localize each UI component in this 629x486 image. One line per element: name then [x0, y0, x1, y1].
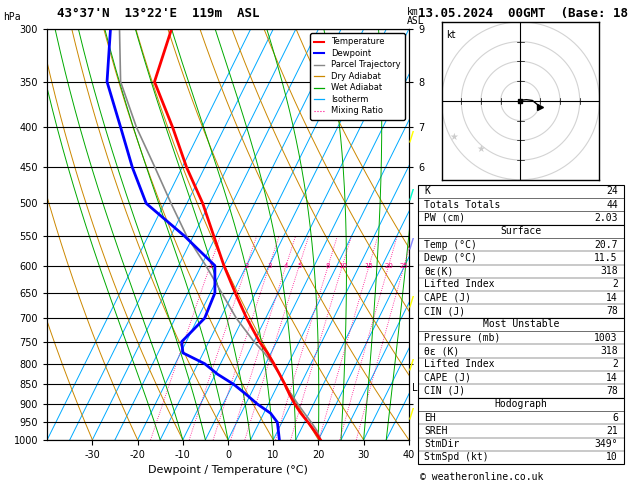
Text: 10: 10 [338, 262, 347, 269]
Text: 14: 14 [606, 293, 618, 303]
Text: 24: 24 [606, 186, 618, 196]
Text: 2: 2 [245, 262, 249, 269]
Text: θε (K): θε (K) [425, 346, 460, 356]
Text: /: / [409, 129, 415, 143]
Text: 6: 6 [612, 413, 618, 422]
Text: 44: 44 [606, 200, 618, 209]
Text: /: / [409, 358, 415, 371]
FancyBboxPatch shape [418, 185, 624, 225]
Y-axis label: Mixing Ratio (g/kg): Mixing Ratio (g/kg) [427, 189, 437, 280]
Text: 20: 20 [384, 262, 393, 269]
Text: CAPE (J): CAPE (J) [425, 373, 472, 382]
Text: SREH: SREH [425, 426, 448, 436]
Text: ASL: ASL [407, 16, 425, 26]
Text: 8: 8 [326, 262, 330, 269]
Text: Temp (°C): Temp (°C) [425, 240, 477, 250]
Text: StmSpd (kt): StmSpd (kt) [425, 452, 489, 463]
Text: 10: 10 [606, 452, 618, 463]
Text: © weatheronline.co.uk: © weatheronline.co.uk [420, 472, 543, 482]
Text: 2.03: 2.03 [594, 213, 618, 223]
Text: /: / [409, 188, 415, 201]
Text: ★: ★ [449, 132, 458, 142]
Text: 318: 318 [600, 346, 618, 356]
Text: CIN (J): CIN (J) [425, 386, 465, 396]
Text: hPa: hPa [3, 12, 21, 22]
Text: Hodograph: Hodograph [494, 399, 548, 409]
Text: 25: 25 [400, 262, 409, 269]
Text: 4: 4 [284, 262, 288, 269]
Text: 318: 318 [600, 266, 618, 276]
Text: ★: ★ [477, 144, 486, 154]
FancyBboxPatch shape [418, 318, 624, 398]
Text: 14: 14 [606, 373, 618, 382]
Text: 15: 15 [365, 262, 374, 269]
Legend: Temperature, Dewpoint, Parcel Trajectory, Dry Adiabat, Wet Adiabat, Isotherm, Mi: Temperature, Dewpoint, Parcel Trajectory… [310, 34, 404, 120]
Text: StmDir: StmDir [425, 439, 460, 449]
Text: CIN (J): CIN (J) [425, 306, 465, 316]
Text: 349°: 349° [594, 439, 618, 449]
Text: 1003: 1003 [594, 333, 618, 343]
Text: K: K [425, 186, 430, 196]
Text: kt: kt [446, 30, 456, 40]
Text: Lifted Index: Lifted Index [425, 279, 495, 290]
Text: 43°37'N  13°22'E  119m  ASL: 43°37'N 13°22'E 119m ASL [57, 7, 259, 20]
Text: 1: 1 [208, 262, 213, 269]
Text: 5: 5 [297, 262, 301, 269]
Text: LCL: LCL [413, 383, 430, 393]
Text: /: / [409, 236, 415, 250]
Text: 78: 78 [606, 386, 618, 396]
Text: 20.7: 20.7 [594, 240, 618, 250]
Text: θε(K): θε(K) [425, 266, 454, 276]
Text: PW (cm): PW (cm) [425, 213, 465, 223]
Text: /: / [409, 295, 415, 308]
Text: Most Unstable: Most Unstable [483, 319, 559, 330]
Text: 21: 21 [606, 426, 618, 436]
Text: Surface: Surface [501, 226, 542, 236]
Text: 3: 3 [267, 262, 272, 269]
Text: /: / [409, 406, 415, 420]
Text: 78: 78 [606, 306, 618, 316]
Text: 13.05.2024  00GMT  (Base: 18): 13.05.2024 00GMT (Base: 18) [418, 7, 629, 20]
Text: EH: EH [425, 413, 436, 422]
Text: CAPE (J): CAPE (J) [425, 293, 472, 303]
Text: Totals Totals: Totals Totals [425, 200, 501, 209]
Text: km: km [407, 7, 419, 17]
Text: Lifted Index: Lifted Index [425, 359, 495, 369]
Text: Dewp (°C): Dewp (°C) [425, 253, 477, 263]
Text: 2: 2 [612, 279, 618, 290]
Text: 11.5: 11.5 [594, 253, 618, 263]
Text: 2: 2 [612, 359, 618, 369]
FancyBboxPatch shape [418, 225, 624, 318]
Text: Pressure (mb): Pressure (mb) [425, 333, 501, 343]
X-axis label: Dewpoint / Temperature (°C): Dewpoint / Temperature (°C) [148, 465, 308, 475]
FancyBboxPatch shape [418, 398, 624, 464]
